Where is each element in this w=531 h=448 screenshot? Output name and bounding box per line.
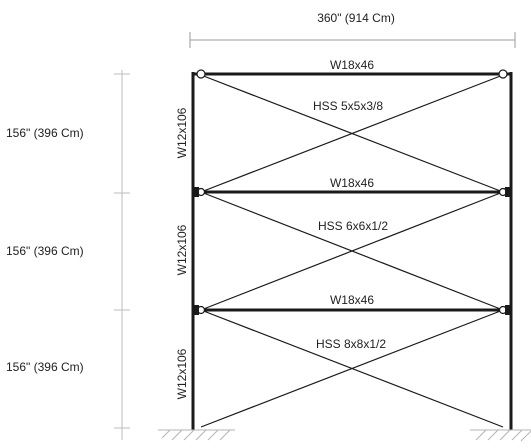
brace-label-story-2: HSS 6x6x1/2: [318, 219, 388, 233]
ground-hatch: [195, 429, 207, 441]
width-dimension-label: 360" (914 Cm): [317, 11, 395, 25]
brace-story-1-b: [200, 309, 504, 428]
gusset-plate: [505, 187, 511, 197]
ground-hatch: [219, 429, 231, 441]
beam-label-floor-3: W18x46: [330, 176, 374, 190]
width-dimension: 360" (914 Cm): [189, 11, 516, 48]
pin-joint: [498, 69, 508, 79]
ground-hatch: [499, 429, 511, 441]
story-height-label-1: 156" (396 Cm): [6, 360, 84, 374]
brace-story-3-b: [200, 74, 504, 193]
ground-hatch: [161, 429, 171, 439]
brace-labels: HSS 5x5x3/8 HSS 6x6x1/2 HSS 8x8x1/2: [313, 99, 388, 351]
beam-label-roof: W18x46: [330, 58, 374, 72]
column-label-story-1: W12x106: [175, 348, 189, 399]
ground-hatch: [207, 429, 219, 441]
ground-hatch: [487, 429, 499, 441]
ground-hatch: [475, 429, 487, 441]
ground-hatch: [171, 429, 183, 441]
ground-hatch: [511, 429, 523, 441]
ground-hatch: [520, 430, 531, 442]
gusset-plate: [505, 305, 511, 315]
column-label-story-2: W12x106: [175, 224, 189, 275]
brace-story-2-b: [200, 191, 504, 311]
story-height-label-2: 156" (396 Cm): [6, 244, 84, 258]
ground-supports: [158, 429, 531, 442]
story-height-label-3: 156" (396 Cm): [6, 126, 84, 140]
pin-joint: [196, 69, 206, 79]
beams: [193, 72, 511, 312]
brace-label-story-3: HSS 5x5x3/8: [313, 99, 383, 113]
beam-labels: W18x46 W18x46 W18x46: [330, 58, 374, 307]
brace-label-story-1: HSS 8x8x1/2: [316, 337, 386, 351]
column-label-story-3: W12x106: [175, 107, 189, 158]
height-dimension: 156" (396 Cm) 156" (396 Cm) 156" (396 Cm…: [6, 70, 130, 440]
columns: [191, 72, 513, 430]
column-labels: W12x106 W12x106 W12x106: [175, 107, 189, 399]
ground-hatch: [183, 429, 195, 441]
braces: [200, 74, 504, 428]
gusset-plate: [193, 187, 199, 197]
beam-label-floor-2: W18x46: [330, 293, 374, 307]
gusset-plates: [193, 187, 511, 315]
gusset-plate: [193, 305, 199, 315]
